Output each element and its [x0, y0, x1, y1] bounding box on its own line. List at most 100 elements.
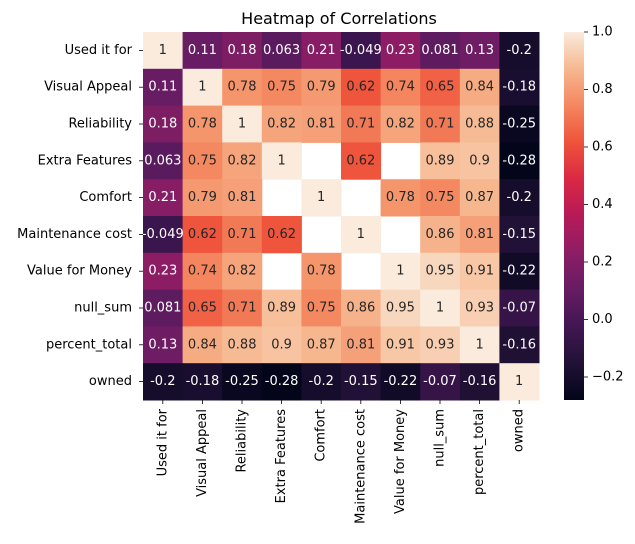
heatmap-cell	[380, 326, 421, 364]
cell-value-label: 0.23	[148, 264, 177, 279]
heatmap-cell	[301, 252, 342, 291]
y-tick-label: Used it for	[65, 43, 133, 58]
x-tick-label: Used it for	[155, 408, 170, 476]
heatmap-cell	[459, 142, 500, 180]
cell-value-label: -0.049	[340, 43, 382, 58]
colorbar-tick-label: 0.6	[592, 140, 613, 155]
heatmap-cell	[380, 289, 421, 327]
colorbar-tick-label: 0.8	[592, 82, 613, 97]
heatmap-cell	[499, 289, 540, 327]
cell-value-label: 0.9	[271, 337, 292, 352]
colorbar-tick-label: −0.2	[592, 370, 624, 385]
cell-value-label: -0.28	[502, 153, 536, 168]
cell-value-label: 0.18	[148, 117, 177, 132]
cell-value-label: 1	[277, 153, 285, 168]
heatmap-cell	[459, 363, 500, 401]
y-tick-label: Comfort	[79, 190, 132, 205]
heatmap-cell	[499, 142, 540, 180]
cell-value-label: -0.07	[502, 301, 536, 316]
y-tick-labels: Used it for Visual Appeal Reliability Extra…	[17, 43, 143, 389]
heatmap-cell	[261, 216, 302, 254]
cell-value-label: 0.95	[426, 264, 455, 279]
cell-value-label: 0.78	[228, 80, 257, 95]
heatmap-cell	[380, 363, 421, 401]
heatmap-cell	[301, 326, 342, 364]
y-tick-label: Visual Appeal	[44, 80, 132, 95]
heatmap-cell	[182, 142, 223, 180]
cell-value-label: 0.88	[465, 117, 494, 132]
cell-value-label: 1	[357, 227, 365, 242]
colorbar-tick-label: 0.2	[592, 255, 613, 270]
cell-value-label: 0.79	[307, 80, 336, 95]
heatmap-cell	[182, 105, 223, 143]
colorbar-tick-label: 1.0	[592, 25, 613, 40]
y-tick-label: owned	[89, 374, 132, 389]
x-tick-label: Extra Features	[274, 409, 289, 504]
heatmap-cell	[143, 142, 184, 180]
heatmap-cell	[182, 289, 223, 327]
heatmap-cell	[380, 252, 421, 291]
heatmap-cell	[222, 289, 263, 327]
heatmap-cell	[222, 32, 263, 70]
cell-value-label: 0.13	[465, 43, 494, 58]
cell-value-label: 1	[317, 190, 325, 205]
x-tick-label: Comfort	[314, 409, 329, 462]
heatmap-cell	[420, 289, 461, 327]
cell-value-label: 0.063	[263, 43, 300, 58]
cell-value-label: -0.07	[423, 374, 457, 389]
heatmap-cell	[420, 68, 461, 107]
cell-value-label: 1	[436, 301, 444, 316]
heatmap-cell	[420, 32, 461, 70]
y-tick-label: Reliability	[68, 117, 132, 132]
cell-value-label: 0.82	[386, 117, 415, 132]
heatmap-cell	[261, 142, 302, 180]
heatmap-cell	[143, 179, 184, 217]
cell-value-label: -0.28	[265, 374, 299, 389]
cell-value-label: 1	[515, 374, 523, 389]
cell-value-label: 0.82	[228, 264, 257, 279]
heatmap-cell	[143, 216, 184, 254]
heatmap-cell	[380, 105, 421, 143]
heatmap-annotations: 1 0.11 0.18 0.063 0.21 -0.049 0.23 0.081 0.13 -0.…	[142, 43, 536, 389]
heatmap-cell	[499, 326, 540, 364]
y-tick-label: percent_total	[46, 337, 132, 352]
heatmap-cell	[459, 179, 500, 217]
cell-value-label: 0.91	[465, 264, 494, 279]
heatmap-cell	[301, 289, 342, 327]
cell-value-label: 0.74	[386, 80, 415, 95]
heatmap-cell	[301, 363, 342, 401]
heatmap-cell	[301, 32, 342, 70]
colorbar-tick-label: 0.0	[592, 312, 613, 327]
heatmap-cell	[499, 216, 540, 254]
cell-value-label: 0.82	[228, 153, 257, 168]
heatmap-cell	[261, 105, 302, 143]
cell-value-label: -0.2	[507, 43, 532, 58]
cell-value-label: -0.18	[502, 80, 536, 95]
y-tick-label: Value for Money	[27, 264, 132, 279]
cell-value-label: 0.62	[346, 80, 375, 95]
cell-value-label: 0.71	[228, 301, 257, 316]
heatmap-cell	[301, 68, 342, 107]
cell-value-label: -0.22	[502, 264, 536, 279]
colorbar-ticks: 1.0 0.8 0.6 0.4 0.2 0.0 −0.2	[584, 25, 624, 385]
heatmap-cell	[499, 252, 540, 291]
heatmap-cell	[380, 179, 421, 217]
heatmap-cell	[182, 326, 223, 364]
heatmap-cell	[143, 289, 184, 327]
cell-value-label: 0.71	[228, 227, 257, 242]
cell-value-label: 0.75	[307, 301, 336, 316]
cell-value-label: -0.22	[384, 374, 418, 389]
cell-value-label: 0.81	[346, 337, 375, 352]
heatmap-cell	[143, 105, 184, 143]
heatmap-cell	[222, 252, 263, 291]
colorbar-tick-label: 0.4	[592, 197, 613, 212]
cell-value-label: 0.063	[144, 153, 181, 168]
heatmap-cell	[143, 32, 184, 70]
heatmap-cell	[341, 216, 382, 254]
heatmap-cell	[301, 179, 342, 217]
cell-value-label: -0.2	[507, 190, 532, 205]
heatmap-cell	[261, 32, 302, 70]
cell-value-label: 0.86	[426, 227, 455, 242]
cell-value-label: 1	[238, 117, 246, 132]
heatmap-cell	[499, 179, 540, 217]
